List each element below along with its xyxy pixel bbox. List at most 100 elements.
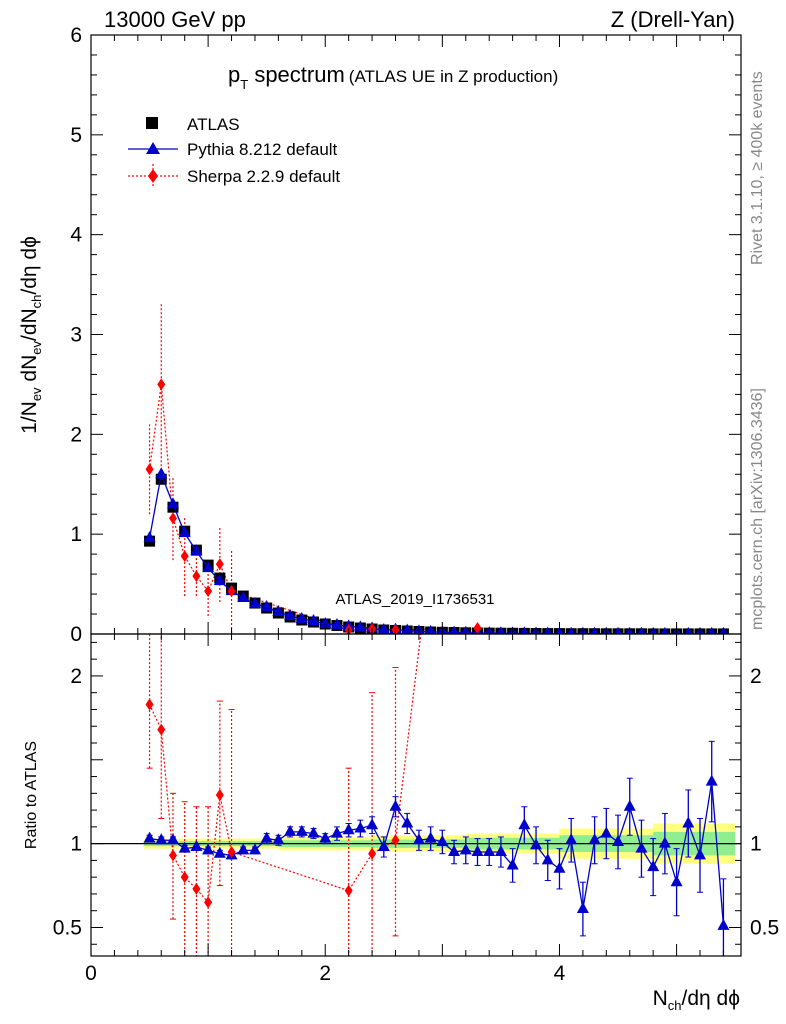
- sherpa-ratio-line: [149, 634, 422, 904]
- pythia-ratio-point: [307, 826, 320, 838]
- pythia-ratio-point: [284, 824, 297, 836]
- pythia-ratio-point: [518, 818, 531, 830]
- sherpa-point: [180, 550, 189, 563]
- pythia-ratio-point: [448, 845, 461, 857]
- pythia-ratio-point: [155, 833, 168, 845]
- sherpa-ratio-point: [344, 884, 353, 897]
- title-rest: spectrum: [248, 62, 345, 87]
- pythia-point: [155, 467, 168, 479]
- sherpa-point: [473, 622, 482, 634]
- main-plot-series: [143, 302, 729, 634]
- plot-title: pT spectrum (ATLAS UE in Z production): [228, 62, 558, 92]
- pythia-point: [295, 612, 308, 624]
- pythia-point: [166, 497, 179, 509]
- pythia-point: [260, 600, 273, 612]
- ylabel-sub: ch: [29, 295, 44, 309]
- pythia-point: [143, 531, 156, 543]
- pythia-ratio-point: [494, 845, 507, 857]
- pythia-ratio-point: [565, 833, 578, 845]
- y-tick-label-main: 6: [70, 24, 82, 47]
- pythia-point: [330, 618, 343, 630]
- ratio-plot-frame: [90, 633, 742, 957]
- pythia-point: [449, 625, 459, 634]
- pythia-ratio-point: [260, 831, 273, 843]
- pythia-ratio-point: [295, 824, 308, 836]
- pythia-ratio-point: [424, 831, 437, 843]
- rivet-version-label: Rivet 3.1.10, ≥ 400k events: [749, 71, 766, 265]
- ylabel-sub: ev: [29, 387, 44, 401]
- atlas-point: [155, 473, 167, 485]
- pythia-point: [520, 626, 529, 634]
- pythia-ratio-point: [530, 838, 543, 850]
- pythia-ratio-point: [202, 843, 215, 855]
- pythia-ratio-point: [342, 823, 355, 835]
- legend-sherpa-marker: [148, 169, 158, 183]
- pythia-ratio-point: [366, 818, 379, 830]
- sherpa-ratio-point: [180, 871, 189, 884]
- pythia-ratio-point: [471, 845, 484, 857]
- pythia-ratio-point: [330, 826, 343, 838]
- ratio-plot-series: [143, 634, 730, 956]
- y-tick-label-ratio: 0.5: [53, 916, 82, 939]
- x-tick-label: 0: [85, 962, 97, 985]
- analysis-watermark: ATLAS_2019_I1736531: [335, 591, 494, 608]
- sherpa-ratio-point: [168, 849, 177, 862]
- legend-pythia-marker: [146, 142, 160, 154]
- pythia-point: [425, 624, 436, 634]
- pythia-ratio-point: [354, 821, 367, 833]
- y-tick-label-main: 2: [70, 423, 82, 446]
- energy-label: 13000 GeV pp: [104, 7, 246, 32]
- y-tick-label-main: 3: [70, 324, 82, 347]
- pythia-ratio-point: [248, 843, 261, 855]
- sherpa-ratio-point: [192, 882, 201, 895]
- pythia-point: [637, 626, 646, 634]
- pythia-ratio-point: [658, 836, 671, 848]
- pythia-line: [148, 471, 724, 634]
- pythia-ratio-point: [717, 918, 730, 930]
- ylabel-part: /dη dϕ: [18, 236, 41, 294]
- pythia-point: [684, 626, 693, 634]
- axis-ticks: [90, 34, 741, 956]
- pythia-ratio-point: [670, 875, 683, 887]
- xlabel-sub: ch: [668, 998, 682, 1013]
- sherpa-ratio-point: [157, 723, 166, 736]
- xlabel-part: N: [653, 987, 668, 1010]
- pythia-ratio-point: [694, 848, 707, 860]
- mcplots-reference-label: mcplots.cern.ch [arXiv:1306.3436]: [749, 388, 766, 630]
- ylabel-part: 1/N: [18, 401, 41, 434]
- y-tick-label-ratio: 2: [70, 665, 82, 688]
- pythia-point: [237, 591, 250, 603]
- pythia-ratio-point: [647, 860, 660, 872]
- title-paren: (ATLAS UE in Z production): [349, 67, 558, 86]
- pythia-ratio-point: [506, 858, 519, 870]
- y-tick-label-ratio-right: 0.5: [750, 916, 779, 939]
- sherpa-point: [192, 570, 201, 583]
- pythia-point: [248, 597, 261, 609]
- y-tick-label-ratio-right: 2: [750, 665, 762, 688]
- ylabel-part: dN: [18, 355, 41, 388]
- ylabel-part: /dN: [18, 308, 41, 341]
- pythia-ratio-point: [635, 841, 648, 853]
- pythia-ratio-point: [588, 833, 601, 845]
- pythia-point: [661, 626, 669, 634]
- pythia-ratio-point: [541, 853, 554, 865]
- x-tick-label: 2: [319, 962, 331, 985]
- pythia-ratio-point: [623, 799, 636, 811]
- x-axis-label: Nch/dη dϕ: [653, 987, 740, 1013]
- sherpa-ratio-point: [227, 846, 236, 859]
- pythia-point: [496, 626, 506, 634]
- y-axis-label-ratio: Ratio to ATLAS: [23, 741, 40, 849]
- pythia-point: [202, 561, 215, 573]
- sherpa-point: [168, 512, 177, 525]
- pythia-point: [213, 574, 226, 586]
- pythia-ratio-point: [612, 834, 625, 846]
- pythia-ratio-point: [401, 816, 414, 828]
- pythia-ratio-point: [237, 843, 250, 855]
- sherpa-ratio-point: [145, 698, 154, 711]
- y-tick-label-main: 0: [70, 623, 82, 646]
- pythia-ratio-point: [319, 831, 332, 843]
- sherpa-point: [204, 585, 213, 598]
- pythia-ratio-point: [459, 843, 472, 855]
- pythia-point: [178, 526, 191, 538]
- legend-atlas-label: ATLAS: [187, 115, 240, 134]
